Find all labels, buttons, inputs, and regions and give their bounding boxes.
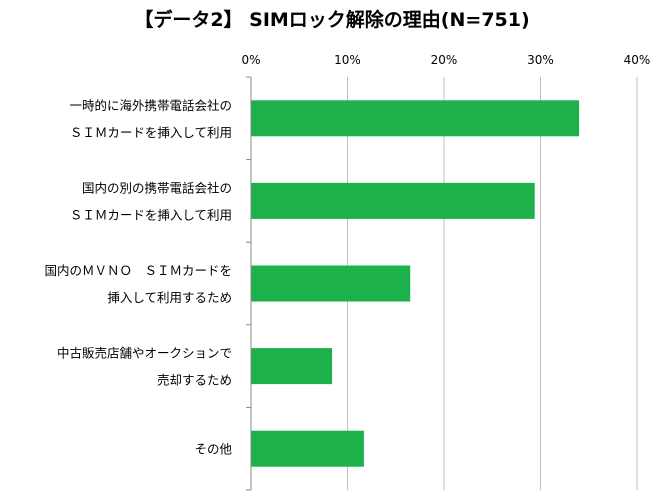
bars xyxy=(251,100,580,467)
category-label: ＳＩＭカードを挿入して利用 xyxy=(70,125,232,140)
bar xyxy=(251,265,411,302)
category-label: 国内のＭＶＮＯ ＳＩＭカードを xyxy=(44,263,232,278)
category-label: 売却するため xyxy=(157,373,232,388)
x-tick-label: 20% xyxy=(431,53,458,67)
bar xyxy=(251,430,364,467)
category-label: 国内の別の携帯電話会社の xyxy=(82,180,232,195)
x-tick-label: 40% xyxy=(624,53,651,67)
category-label: 挿入して利用するため xyxy=(107,290,232,305)
chart-title: 【データ2】 SIMロック解除の理由(N=751) xyxy=(134,8,529,31)
category-label: ＳＩＭカードを挿入して利用 xyxy=(70,207,232,222)
category-label: 一時的に海外携帯電話会社の xyxy=(69,98,232,113)
x-axis-ticks: 0% 10% 20% 30% 40% xyxy=(241,53,650,67)
category-label: その他 xyxy=(194,442,232,457)
bar xyxy=(251,348,333,385)
bar xyxy=(251,182,535,219)
bar xyxy=(251,100,580,137)
x-tick-label: 10% xyxy=(334,53,361,67)
x-tick-label: 30% xyxy=(527,53,554,67)
category-label: 中古販売店舗やオークションで xyxy=(57,346,232,361)
category-labels: 一時的に海外携帯電話会社のＳＩＭカードを挿入して利用国内の別の携帯電話会社のＳＩ… xyxy=(44,98,232,457)
x-tick-label: 0% xyxy=(241,53,260,67)
